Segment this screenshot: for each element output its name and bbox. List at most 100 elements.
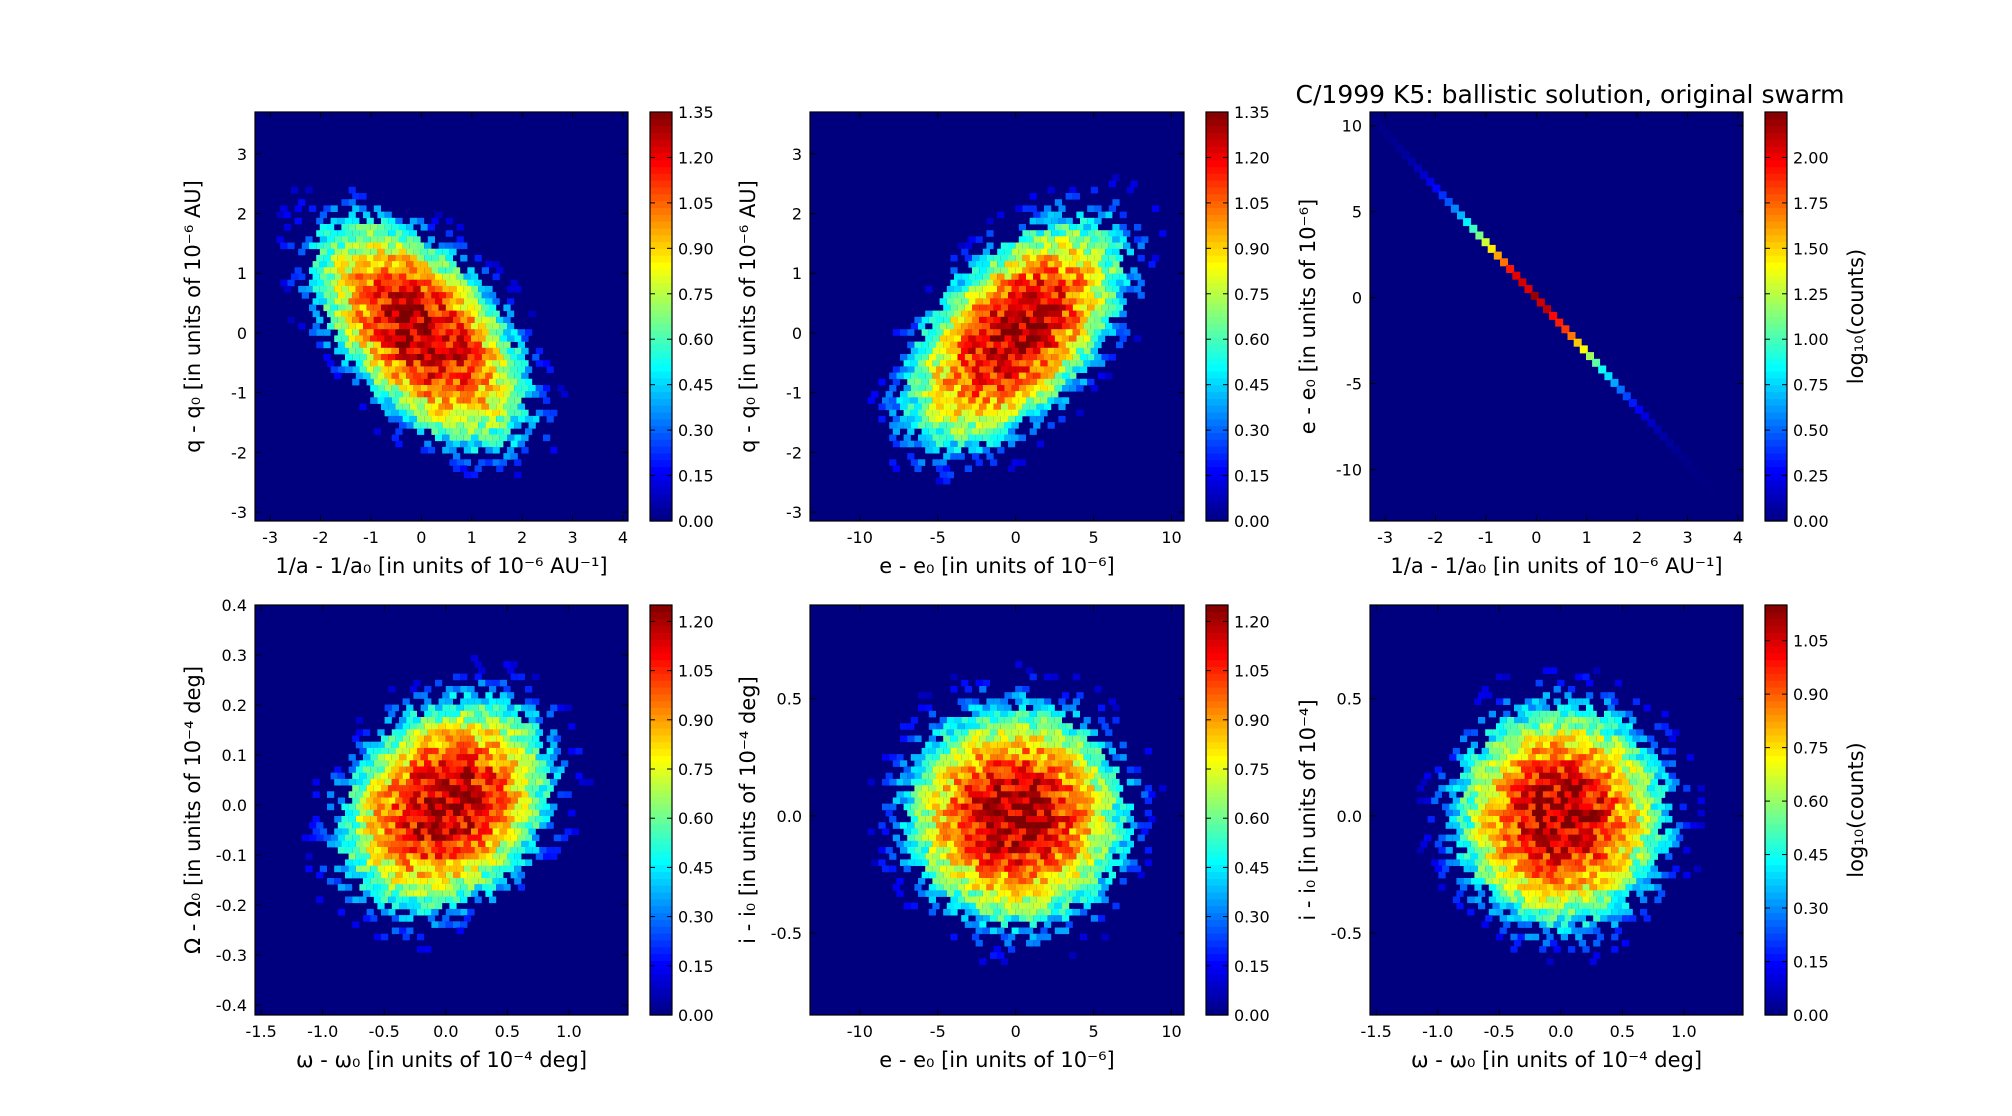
hexbin-cell	[983, 385, 990, 392]
colorbar-segment	[650, 466, 672, 473]
colorbar-segment	[1765, 248, 1787, 255]
hexbin-cell	[1058, 909, 1065, 916]
hexbin-cell	[1004, 435, 1011, 442]
x-tick-label: 1.0	[556, 1022, 581, 1041]
hexbin-cell	[1098, 742, 1105, 749]
hexbin-cell	[439, 317, 446, 324]
colorbar-segment	[1206, 473, 1228, 480]
hexbin-cell	[1015, 711, 1022, 718]
hexbin-cell	[997, 729, 1004, 736]
hexbin-cell	[1116, 243, 1123, 250]
hexbin-cell	[489, 723, 496, 730]
hexbin-cell	[918, 816, 925, 823]
hexbin-cell	[442, 742, 449, 749]
hexbin-cell	[388, 897, 395, 904]
hexbin-cell	[1033, 261, 1040, 268]
hexbin-cell	[363, 890, 370, 897]
hexbin-cell	[1048, 804, 1055, 811]
hexbin-cell	[1087, 205, 1094, 212]
hexbin-cell	[521, 447, 528, 454]
hexbin-cell	[1091, 236, 1098, 243]
hexbin-cell	[349, 348, 356, 355]
hexbin-cell	[431, 416, 438, 423]
hexbin-cell	[1080, 897, 1087, 904]
hexbin-cell	[496, 872, 503, 879]
hexbin-cell	[932, 397, 939, 404]
hexbin-cell	[421, 742, 428, 749]
hexbin-cell	[940, 890, 947, 897]
hexbin-cell	[1019, 459, 1026, 466]
hexbin-cell	[435, 767, 442, 774]
hexbin-cell	[986, 342, 993, 349]
hexbin-cell	[453, 305, 460, 312]
hexbin-cell	[1629, 717, 1636, 724]
hexbin-cell	[954, 767, 961, 774]
hexbin-cell	[284, 224, 291, 231]
hexbin-cell	[475, 835, 482, 842]
hexbin-cell	[435, 791, 442, 798]
colorbar-segment	[1206, 899, 1228, 906]
hexbin-cell	[1138, 822, 1145, 829]
hexbin-cell	[1561, 736, 1568, 743]
hexbin-cell	[1058, 416, 1065, 423]
hexbin-cell	[1550, 742, 1557, 749]
hexbin-cell	[1460, 773, 1467, 780]
hexbin-cell	[947, 422, 954, 429]
hexbin-cell	[478, 385, 485, 392]
hexbin-cell	[997, 878, 1004, 885]
colorbar-segment	[1765, 391, 1787, 398]
hexbin-cell	[1008, 934, 1015, 941]
hexbin-cell	[521, 705, 528, 712]
hexbin-cell	[968, 261, 975, 268]
hexbin-cell	[1012, 878, 1019, 885]
hexbin-cell	[1044, 404, 1051, 411]
hexbin-cell	[961, 853, 968, 860]
hexbin-cell	[485, 705, 492, 712]
hexbin-cell	[439, 342, 446, 349]
hexbin-cell	[403, 354, 410, 361]
hexbin-cell	[374, 230, 381, 237]
hexbin-cell	[986, 267, 993, 274]
hexbin-cell	[1069, 261, 1076, 268]
hexbin-cell	[947, 410, 954, 417]
hexbin-cell	[399, 261, 406, 268]
hexbin-cell	[395, 404, 402, 411]
hexbin-cell	[370, 298, 377, 305]
hexbin-cell	[421, 261, 428, 268]
hexbin-cell	[442, 804, 449, 811]
colorbar-tick-label: 2.00	[1793, 148, 1829, 167]
hexbin-cell	[467, 884, 474, 891]
hexbin-cell	[561, 391, 568, 398]
hexbin-cell	[1001, 404, 1008, 411]
hexbin-cell	[467, 329, 474, 336]
hexbin-cell	[907, 798, 914, 805]
hexbin-cell	[878, 822, 885, 829]
hexbin-cell	[1073, 859, 1080, 866]
hexbin-cell	[1004, 717, 1011, 724]
hexbin-cell	[1091, 323, 1098, 330]
hexbin-cell	[1618, 736, 1625, 743]
hexbin-cell	[1080, 748, 1087, 755]
hexbin-cell	[954, 729, 961, 736]
colorbar-segment	[1206, 694, 1228, 701]
hexbin-cell	[1022, 329, 1029, 336]
hexbin-cell	[1145, 822, 1152, 829]
hexbin-cell	[536, 791, 543, 798]
hexbin-cell	[349, 323, 356, 330]
hexbin-cell	[421, 249, 428, 256]
hexbin-cell	[918, 853, 925, 860]
x-tick-label: 10	[1161, 528, 1181, 547]
hexbin-cell	[561, 835, 568, 842]
colorbar-segment	[650, 187, 672, 194]
hexbin-cell	[929, 723, 936, 730]
hexbin-cell	[449, 360, 456, 367]
hexbin-cell	[1087, 822, 1094, 829]
colorbar-segment	[1765, 139, 1787, 146]
hexbin-cell	[1058, 897, 1065, 904]
hexbin-cell	[1579, 754, 1586, 761]
hexbin-cell	[943, 859, 950, 866]
hexbin-cell	[413, 286, 420, 293]
hexbin-cell	[327, 298, 334, 305]
hexbin-cell	[1001, 342, 1008, 349]
